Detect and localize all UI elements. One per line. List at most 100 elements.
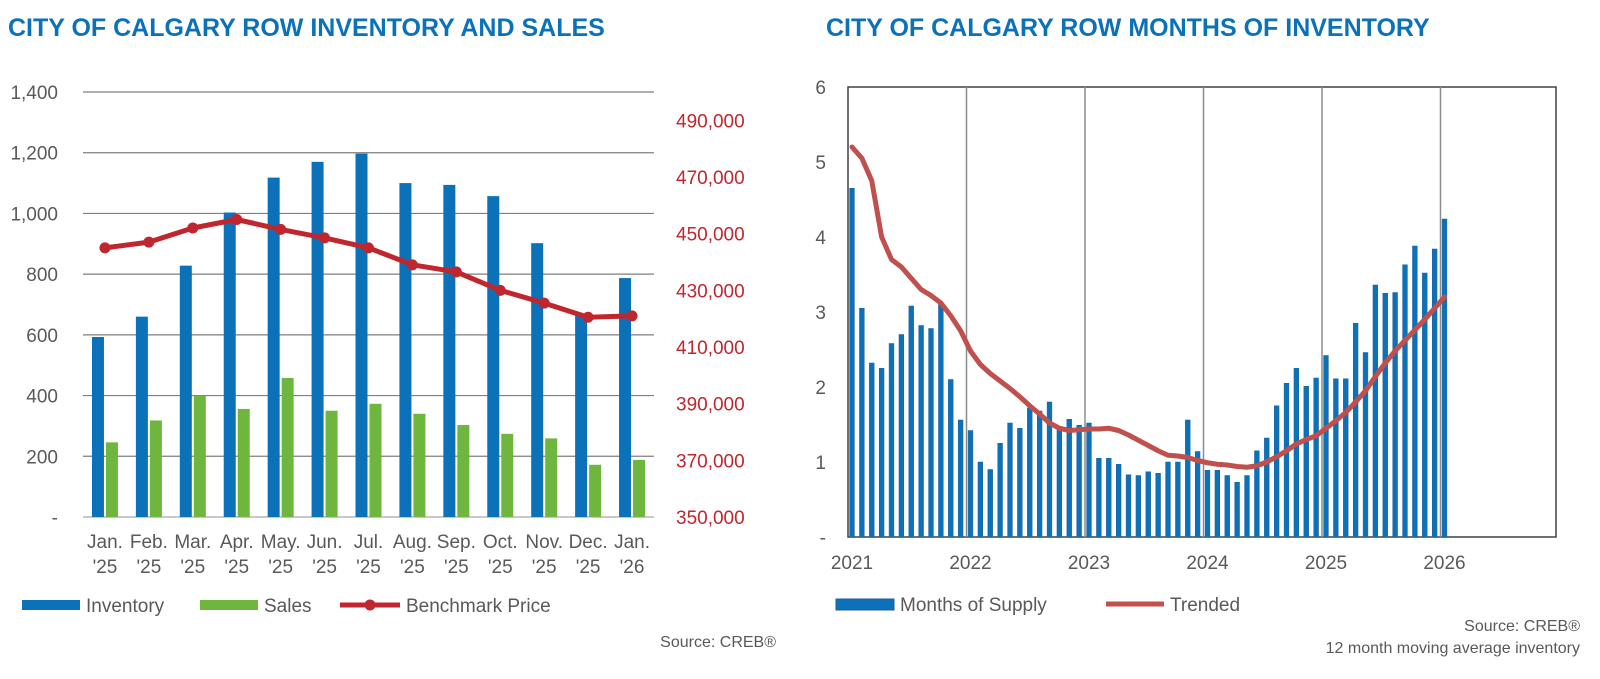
months-of-supply-bar xyxy=(1086,422,1092,538)
benchmark-price-point xyxy=(275,223,287,235)
inventory-bar xyxy=(619,278,632,517)
benchmark-price-point xyxy=(626,310,638,322)
sales-bar xyxy=(457,425,470,517)
months-of-supply-bar xyxy=(849,188,855,538)
right-y-tick-label: 370,000 xyxy=(676,451,745,472)
months-of-supply-bar xyxy=(1125,474,1132,538)
inventory-bar xyxy=(487,196,500,517)
x-tick-label-year: '25 xyxy=(93,557,118,578)
x-tick-label-year: '25 xyxy=(532,557,557,578)
months-of-supply-bar xyxy=(1372,284,1379,538)
inventory-bar xyxy=(91,336,104,517)
benchmark-price-point xyxy=(143,236,155,248)
benchmark-price-point xyxy=(494,284,506,296)
months-of-supply-bar xyxy=(869,362,875,538)
x-tick-label-month: Mar. xyxy=(174,532,211,553)
months-of-supply-bar xyxy=(1145,471,1151,538)
x-tick-label: 2023 xyxy=(1068,553,1110,574)
months-of-supply-bar xyxy=(928,328,934,538)
x-tick-label-month: Jan. xyxy=(87,532,123,553)
months-of-supply-bar xyxy=(1224,475,1230,538)
months-of-supply-bar xyxy=(1046,401,1053,538)
months-of-supply-bar xyxy=(1362,352,1369,538)
inventory-bar xyxy=(311,161,324,518)
x-tick-label-year: '25 xyxy=(224,557,249,578)
months-of-supply-bar xyxy=(1264,437,1270,538)
sales-bar xyxy=(633,459,646,517)
months-of-supply-bar xyxy=(1135,475,1142,538)
x-tick-label-month: Feb. xyxy=(130,532,168,553)
sales-bar xyxy=(325,410,338,517)
months-of-supply-bar xyxy=(987,469,993,538)
legend-inventory-label: Inventory xyxy=(86,596,165,617)
months-of-supply-bar xyxy=(1323,355,1329,538)
benchmark-price-point xyxy=(538,297,550,309)
months-of-supply-bar xyxy=(859,308,865,538)
left-y-tick-label: 400 xyxy=(26,387,58,408)
right-y-tick-label: 350,000 xyxy=(676,508,745,529)
benchmark-price-point xyxy=(319,232,331,244)
months-of-supply-bar xyxy=(1293,368,1300,538)
x-tick-label-year: '25 xyxy=(576,557,601,578)
sales-bar xyxy=(413,413,426,517)
months-of-supply-bar xyxy=(1096,458,1102,538)
inventory-bar xyxy=(267,177,280,517)
months-of-supply-bar xyxy=(1382,293,1388,538)
y-tick-label: 6 xyxy=(815,78,826,99)
x-tick-label-month: Aug. xyxy=(393,532,432,553)
right-y-tick-label: 470,000 xyxy=(676,168,745,189)
sales-bar xyxy=(545,438,558,517)
months-of-supply-bar xyxy=(967,430,974,538)
months-of-supply-bar xyxy=(1431,248,1438,538)
sales-bar xyxy=(193,395,206,517)
trended-line xyxy=(849,144,1447,470)
x-tick-label: 2022 xyxy=(949,553,991,574)
x-tick-label-year: '25 xyxy=(137,557,162,578)
months-of-supply-bar xyxy=(1352,323,1359,538)
benchmark-price-point xyxy=(450,266,462,278)
right-chart-source: Source: CREB® xyxy=(1464,618,1580,635)
legend-supply-swatch xyxy=(835,598,895,611)
x-tick-label-month: May. xyxy=(261,532,301,553)
x-tick-label-month: Oct. xyxy=(483,532,518,553)
sales-bar xyxy=(237,408,250,517)
months-of-supply-bar xyxy=(1343,378,1349,538)
left-chart-source: Source: CREB® xyxy=(660,634,776,651)
x-tick-label-year: '25 xyxy=(180,557,205,578)
y-tick-label: 1 xyxy=(815,453,826,474)
sales-bar xyxy=(589,464,602,517)
inventory-sales-chart: - 200 400 600 800 1,000 1,200 1,400 350,000 370,0… xyxy=(10,83,745,617)
right-y-tick-label: 410,000 xyxy=(676,338,745,359)
x-tick-label-year: '26 xyxy=(620,557,645,578)
sales-bar xyxy=(105,442,118,517)
x-tick-label-month: Sep. xyxy=(437,532,476,553)
y-tick-label: 5 xyxy=(815,153,826,174)
plot-border xyxy=(847,86,1557,538)
months-of-supply-bar xyxy=(997,443,1003,538)
months-of-supply-bar xyxy=(1254,450,1260,538)
x-tick-label: 2025 xyxy=(1305,553,1347,574)
left-y-tick-label: 1,000 xyxy=(10,204,58,225)
months-of-supply-bar xyxy=(1155,473,1161,538)
months-of-supply-bar xyxy=(1066,419,1072,538)
x-tick-label-year: '25 xyxy=(312,557,337,578)
months-of-supply-bar xyxy=(1194,451,1201,538)
sales-bar xyxy=(501,433,514,517)
right-y-tick-label: 430,000 xyxy=(676,281,745,302)
x-tick-label-year: '25 xyxy=(268,557,293,578)
legend-supply-label: Months of Supply xyxy=(900,595,1047,616)
x-tick-label-month: Apr. xyxy=(220,532,254,553)
legend-trended-label: Trended xyxy=(1170,595,1240,616)
months-of-supply-bar xyxy=(1056,428,1063,538)
months-of-supply-bar xyxy=(1333,378,1339,538)
left-y-tick-label: 1,400 xyxy=(10,83,58,104)
legend-price-label: Benchmark Price xyxy=(406,596,551,617)
right-chart-note: 12 month moving average inventory xyxy=(1325,640,1580,657)
months-of-supply-bar xyxy=(888,343,895,538)
months-of-supply-bar xyxy=(1115,464,1122,538)
months-of-supply-bar xyxy=(1244,475,1250,538)
inventory-bar xyxy=(179,265,192,517)
right-y-tick-label: 390,000 xyxy=(676,395,745,416)
months-of-supply-bar xyxy=(1204,470,1211,538)
